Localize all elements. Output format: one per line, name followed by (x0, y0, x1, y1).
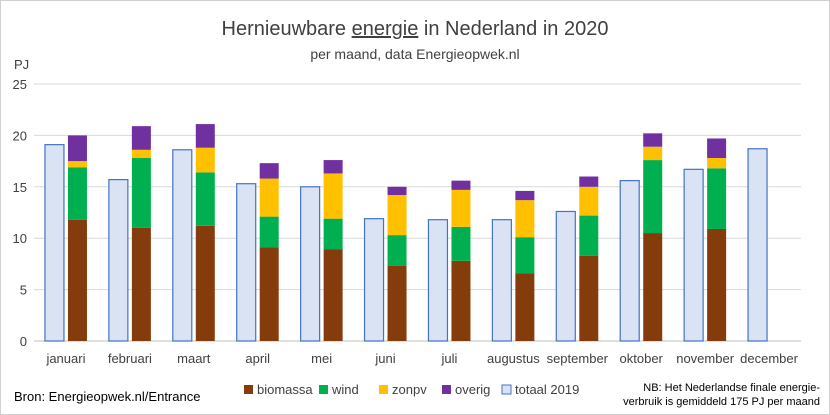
bar-wind-mei (323, 218, 343, 250)
bar-overig-maart (195, 124, 215, 148)
legend-swatch-overig (442, 385, 451, 394)
bar-wind-maart (195, 172, 215, 226)
bar-overig-mei (323, 160, 343, 174)
legend-label-biomassa: biomassa (257, 382, 313, 397)
source-text: Bron: Energieopwek.nl/Entrance (14, 389, 200, 404)
bar-overig-juni (387, 186, 407, 196)
bar-totaal-2019-augustus (491, 219, 512, 342)
bar-totaal-2019-maart (172, 149, 193, 342)
bar-wind-augustus (515, 237, 535, 274)
y-axis-unit-label: PJ (14, 57, 29, 72)
legend-swatch-biomassa (244, 385, 253, 394)
bar-totaal-2019-juni (363, 218, 385, 342)
bar-biomassa-juni (387, 265, 407, 341)
bar-totaal-2019-februari (108, 179, 129, 342)
bar-zonpv-juli (451, 189, 471, 227)
bar-zonpv-mei (323, 173, 343, 219)
bars (44, 124, 768, 342)
bar-zonpv-november (707, 158, 727, 169)
x-tick-label-december: december (740, 351, 798, 366)
y-axis-ticks: 0 5 10 15 20 25 (13, 77, 27, 349)
bar-zonpv-februari (131, 149, 151, 159)
bar-zonpv-september (579, 186, 599, 216)
x-axis-categories: januari februari maart april mei juni juli augu… (45, 351, 798, 366)
bar-overig-juli (451, 180, 471, 190)
x-tick-label-februari: februari (108, 351, 152, 366)
bar-wind-november (707, 168, 727, 229)
bar-biomassa-april (259, 247, 279, 341)
bar-biomassa-oktober (643, 233, 663, 341)
legend-swatch-totaal-2019 (501, 384, 512, 395)
y-tick-label-20: 20 (13, 128, 27, 143)
bar-overig-januari (67, 135, 87, 162)
bar-zonpv-augustus (515, 200, 535, 238)
bar-zonpv-april (259, 178, 279, 217)
x-tick-label-maart: maart (177, 351, 211, 366)
bar-overig-september (579, 176, 599, 187)
legend-label-wind: wind (331, 382, 359, 397)
bar-wind-januari (67, 167, 87, 220)
bar-zonpv-juni (387, 195, 407, 236)
bar-biomassa-november (707, 228, 727, 341)
note-line-2: verbruik is gemiddeld 175 PJ per maand (623, 396, 820, 408)
x-tick-label-juni: juni (374, 351, 395, 366)
y-tick-label-15: 15 (13, 180, 27, 195)
bar-wind-juli (451, 226, 471, 261)
bar-totaal-2019-mei (300, 186, 321, 342)
y-tick-label-0: 0 (20, 334, 27, 349)
bar-overig-november (707, 138, 727, 159)
x-tick-label-juli: juli (441, 351, 458, 366)
y-tick-label-10: 10 (13, 231, 27, 246)
bar-wind-februari (131, 158, 151, 228)
note-line-1: NB: Het Nederlandse finale energie- (643, 382, 820, 394)
legend-swatch-zonpv (379, 385, 388, 394)
bar-biomassa-maart (195, 225, 215, 341)
bar-zonpv-oktober (643, 146, 663, 161)
bar-zonpv-januari (67, 161, 87, 168)
x-tick-label-oktober: oktober (620, 351, 664, 366)
chart-subtitle: per maand, data Energieopwek.nl (310, 46, 519, 62)
legend-label-overig: overig (455, 382, 490, 397)
chart-title: Hernieuwbare energie in Nederland in 202… (222, 18, 609, 40)
bar-zonpv-maart (195, 147, 215, 173)
x-tick-label-augustus: augustus (487, 351, 540, 366)
bar-totaal-2019-november (683, 168, 704, 342)
legend-label-zonpv: zonpv (392, 382, 427, 397)
x-tick-label-januari: januari (45, 351, 85, 366)
bar-overig-april (259, 163, 279, 179)
x-tick-label-april: april (245, 351, 270, 366)
bar-biomassa-februari (131, 227, 151, 341)
bar-overig-augustus (515, 190, 535, 201)
bar-biomassa-juli (451, 260, 471, 341)
bar-biomassa-mei (323, 249, 343, 341)
x-tick-label-mei: mei (311, 351, 332, 366)
bar-biomassa-augustus (515, 273, 535, 341)
bar-totaal-2019-juli (427, 219, 449, 342)
bar-totaal-2019-december (747, 148, 768, 342)
bar-biomassa-januari (67, 219, 87, 341)
bar-wind-april (259, 216, 279, 248)
bar-biomassa-september (579, 255, 599, 341)
bar-wind-oktober (643, 160, 663, 234)
bar-totaal-2019-oktober (619, 180, 640, 342)
bar-totaal-2019-april (236, 183, 257, 342)
bar-wind-september (579, 215, 599, 256)
bar-wind-juni (387, 235, 407, 266)
x-tick-label-september: september (547, 351, 609, 366)
bar-overig-februari (131, 126, 151, 150)
gridlines (34, 83, 801, 342)
x-tick-label-november: november (676, 351, 734, 366)
legend-swatch-wind (319, 385, 328, 394)
y-tick-label-25: 25 (13, 77, 27, 92)
y-tick-label-5: 5 (20, 283, 27, 298)
bar-totaal-2019-september (555, 210, 576, 342)
bar-overig-oktober (643, 133, 663, 147)
legend: biomassa wind zonpv overig totaal 2019 (244, 382, 579, 397)
legend-label-totaal-2019: totaal 2019 (515, 382, 579, 397)
bar-totaal-2019-januari (44, 144, 65, 342)
